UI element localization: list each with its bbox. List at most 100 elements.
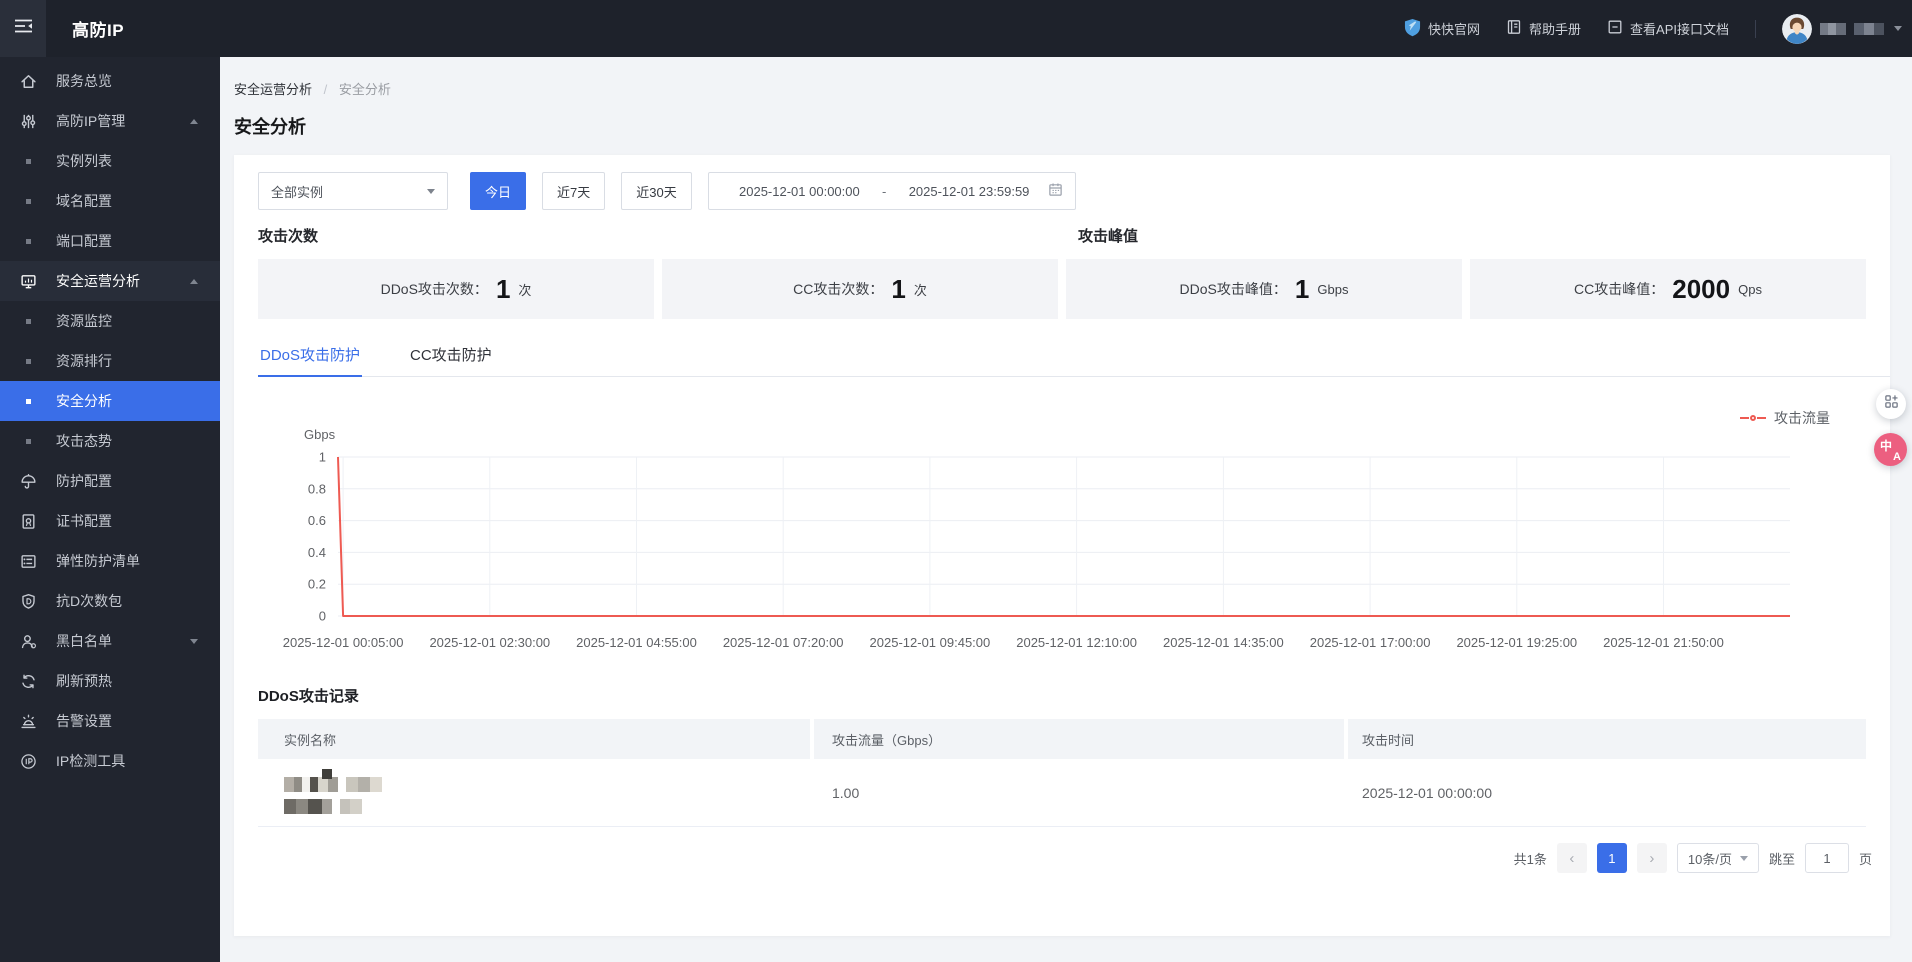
bullet-icon [26, 398, 31, 404]
breadcrumb-parent[interactable]: 安全运营分析 [234, 82, 313, 97]
chevron-up-icon [190, 278, 198, 284]
sidebar-item-attack-situation[interactable]: 攻击态势 [0, 421, 220, 461]
pagination-prev-button[interactable]: ‹ [1556, 843, 1587, 873]
attack-traffic-line-chart[interactable]: 0 0.2 0.4 0.6 0.8 1 2025-12-01 00:05:00 2025-12… [234, 415, 1890, 665]
svg-text:1: 1 [319, 450, 326, 465]
bullet-icon [26, 198, 31, 204]
tab-ddos-protection[interactable]: DDoS攻击防护 [258, 341, 363, 377]
monitor-icon [20, 273, 37, 290]
breadcrumb-separator: / [323, 82, 328, 97]
breadcrumb: 安全运营分析 / 安全分析 [234, 79, 391, 98]
bullet-icon [26, 318, 31, 324]
sidebar-item-protection-config[interactable]: 防护配置 [0, 461, 220, 501]
refresh-icon [20, 673, 37, 690]
sidebar-item-service-overview[interactable]: 服务总览 [0, 61, 220, 101]
pagination-next-button[interactable]: › [1636, 843, 1667, 873]
ddos-record-table: 实例名称 攻击流量（Gbps） 攻击时间 1.00 2025-12-01 00:… [258, 719, 1866, 827]
date-separator: - [882, 183, 887, 199]
chevron-down-icon [427, 188, 435, 194]
sliders-icon [20, 113, 37, 130]
sidebar-group-ip-management[interactable]: 高防IP管理 [0, 101, 220, 141]
content-card: 全部实例 今日 近7天 近30天 2025-12-01 00:00:00 - 2… [234, 155, 1890, 936]
page-size-select[interactable]: 10条/页 [1676, 843, 1759, 873]
sidebar-item-alert-settings[interactable]: 告警设置 [0, 701, 220, 741]
sidebar-item-ip-detection-tool[interactable]: IP检测工具 [0, 741, 220, 781]
sidebar-group-security-operations[interactable]: 安全运营分析 [0, 261, 220, 301]
sidebar-item-security-analysis[interactable]: 安全分析 [0, 381, 220, 421]
jump-page-input[interactable] [1804, 843, 1849, 873]
sidebar-item-antiddos-package[interactable]: 抗D次数包 [0, 581, 220, 621]
svg-text:2025-12-01 21:50:00: 2025-12-01 21:50:00 [1603, 635, 1724, 650]
instance-name-redacted [284, 769, 382, 814]
instance-select[interactable]: 全部实例 [258, 172, 448, 210]
topbar: 高防IP 快快官网 帮助手册 查看API接口文档 [0, 0, 1912, 57]
svg-text:2025-12-01 19:25:00: 2025-12-01 19:25:00 [1456, 635, 1577, 650]
translate-button[interactable]: 中 A [1874, 433, 1907, 466]
username-redacted [1820, 22, 1846, 35]
ddos-record-title: DDoS攻击记录 [258, 688, 359, 705]
svg-text:2025-12-01 12:10:00: 2025-12-01 12:10:00 [1016, 635, 1137, 650]
username-redacted-2 [1854, 22, 1884, 35]
date-end: 2025-12-01 23:59:59 [908, 183, 1030, 199]
protection-tabbar: DDoS攻击防护 CC攻击防护 [258, 341, 1890, 377]
shield-d-icon [20, 593, 37, 610]
sidebar-item-elastic-protection-list[interactable]: 弹性防护清单 [0, 541, 220, 581]
sidebar-group-blacklist-whitelist[interactable]: 黑白名单 [0, 621, 220, 661]
bullet-icon [26, 238, 31, 244]
legend-item-attack-traffic[interactable]: 攻击流量 [1740, 408, 1830, 428]
umbrella-icon [20, 473, 37, 490]
sidebar: 服务总览 高防IP管理 实例列表 域名配置 端口配置 安全运营分析 资源监控 资… [0, 57, 220, 962]
sidebar-item-certificate-config[interactable]: 证书配置 [0, 501, 220, 541]
col-attack-traffic: 攻击流量（Gbps） [814, 719, 1344, 759]
topbar-right: 快快官网 帮助手册 查看API接口文档 [1404, 0, 1902, 57]
sidebar-item-resource-monitor[interactable]: 资源监控 [0, 301, 220, 341]
sidebar-item-port-config[interactable]: 端口配置 [0, 221, 220, 261]
svg-text:Gbps: Gbps [304, 427, 336, 442]
table-row: 1.00 2025-12-01 00:00:00 [258, 759, 1866, 827]
range-today-button[interactable]: 今日 [470, 172, 527, 210]
list-icon [20, 553, 37, 570]
official-site-link[interactable]: 快快官网 [1404, 18, 1480, 40]
bullet-icon [26, 358, 31, 364]
manual-book-icon [1506, 19, 1522, 38]
svg-text:2025-12-01 17:00:00: 2025-12-01 17:00:00 [1310, 635, 1431, 650]
user-icon [20, 633, 37, 650]
filter-row: 全部实例 今日 近7天 近30天 2025-12-01 00:00:00 - 2… [258, 172, 1076, 210]
svg-text:0: 0 [319, 609, 326, 624]
stat-cc-attack-peak: CC攻击峰值： 2000 Qps [1470, 259, 1866, 319]
svg-text:2025-12-01 09:45:00: 2025-12-01 09:45:00 [870, 635, 991, 650]
sidebar-item-instance-list[interactable]: 实例列表 [0, 141, 220, 181]
sidebar-item-domain-config[interactable]: 域名配置 [0, 181, 220, 221]
attack-peak-title: 攻击峰值 [1078, 228, 1139, 245]
product-title: 高防IP [72, 21, 125, 40]
stat-ddos-attack-peak: DDoS攻击峰值： 1 Gbps [1066, 259, 1462, 319]
help-manual-link[interactable]: 帮助手册 [1506, 19, 1581, 38]
pagination-page-1[interactable]: 1 [1596, 843, 1627, 873]
api-doc-link[interactable]: 查看API接口文档 [1607, 19, 1729, 38]
range-30days-button[interactable]: 近30天 [621, 172, 692, 210]
avatar [1782, 13, 1812, 44]
svg-text:2025-12-01 02:30:00: 2025-12-01 02:30:00 [429, 635, 550, 650]
cell-instance-name [258, 759, 810, 826]
svg-text:2025-12-01 14:35:00: 2025-12-01 14:35:00 [1163, 635, 1284, 650]
svg-text:2025-12-01 07:20:00: 2025-12-01 07:20:00 [723, 635, 844, 650]
page-title: 安全分析 [234, 117, 306, 137]
alarm-icon [20, 713, 37, 730]
svg-text:2025-12-01 00:05:00: 2025-12-01 00:05:00 [283, 635, 404, 650]
user-menu[interactable] [1782, 13, 1902, 44]
api-doc-icon [1607, 19, 1623, 38]
collapse-menu-button[interactable] [0, 0, 46, 57]
home-icon [20, 73, 37, 90]
range-7days-button[interactable]: 近7天 [542, 172, 606, 210]
widget-panel-button[interactable] [1876, 389, 1906, 419]
col-instance-name: 实例名称 [258, 719, 810, 759]
date-range-picker[interactable]: 2025-12-01 00:00:00 - 2025-12-01 23:59:5… [707, 172, 1076, 210]
col-attack-time: 攻击时间 [1348, 719, 1866, 759]
tab-cc-protection[interactable]: CC攻击防护 [410, 347, 492, 364]
sidebar-item-refresh-preheat[interactable]: 刷新预热 [0, 661, 220, 701]
svg-text:0.4: 0.4 [308, 545, 326, 560]
ip-circle-icon [20, 753, 37, 770]
stat-ddos-attack-count: DDoS攻击次数： 1 次 [258, 259, 654, 319]
sidebar-item-resource-ranking[interactable]: 资源排行 [0, 341, 220, 381]
jump-suffix: 页 [1858, 851, 1872, 867]
